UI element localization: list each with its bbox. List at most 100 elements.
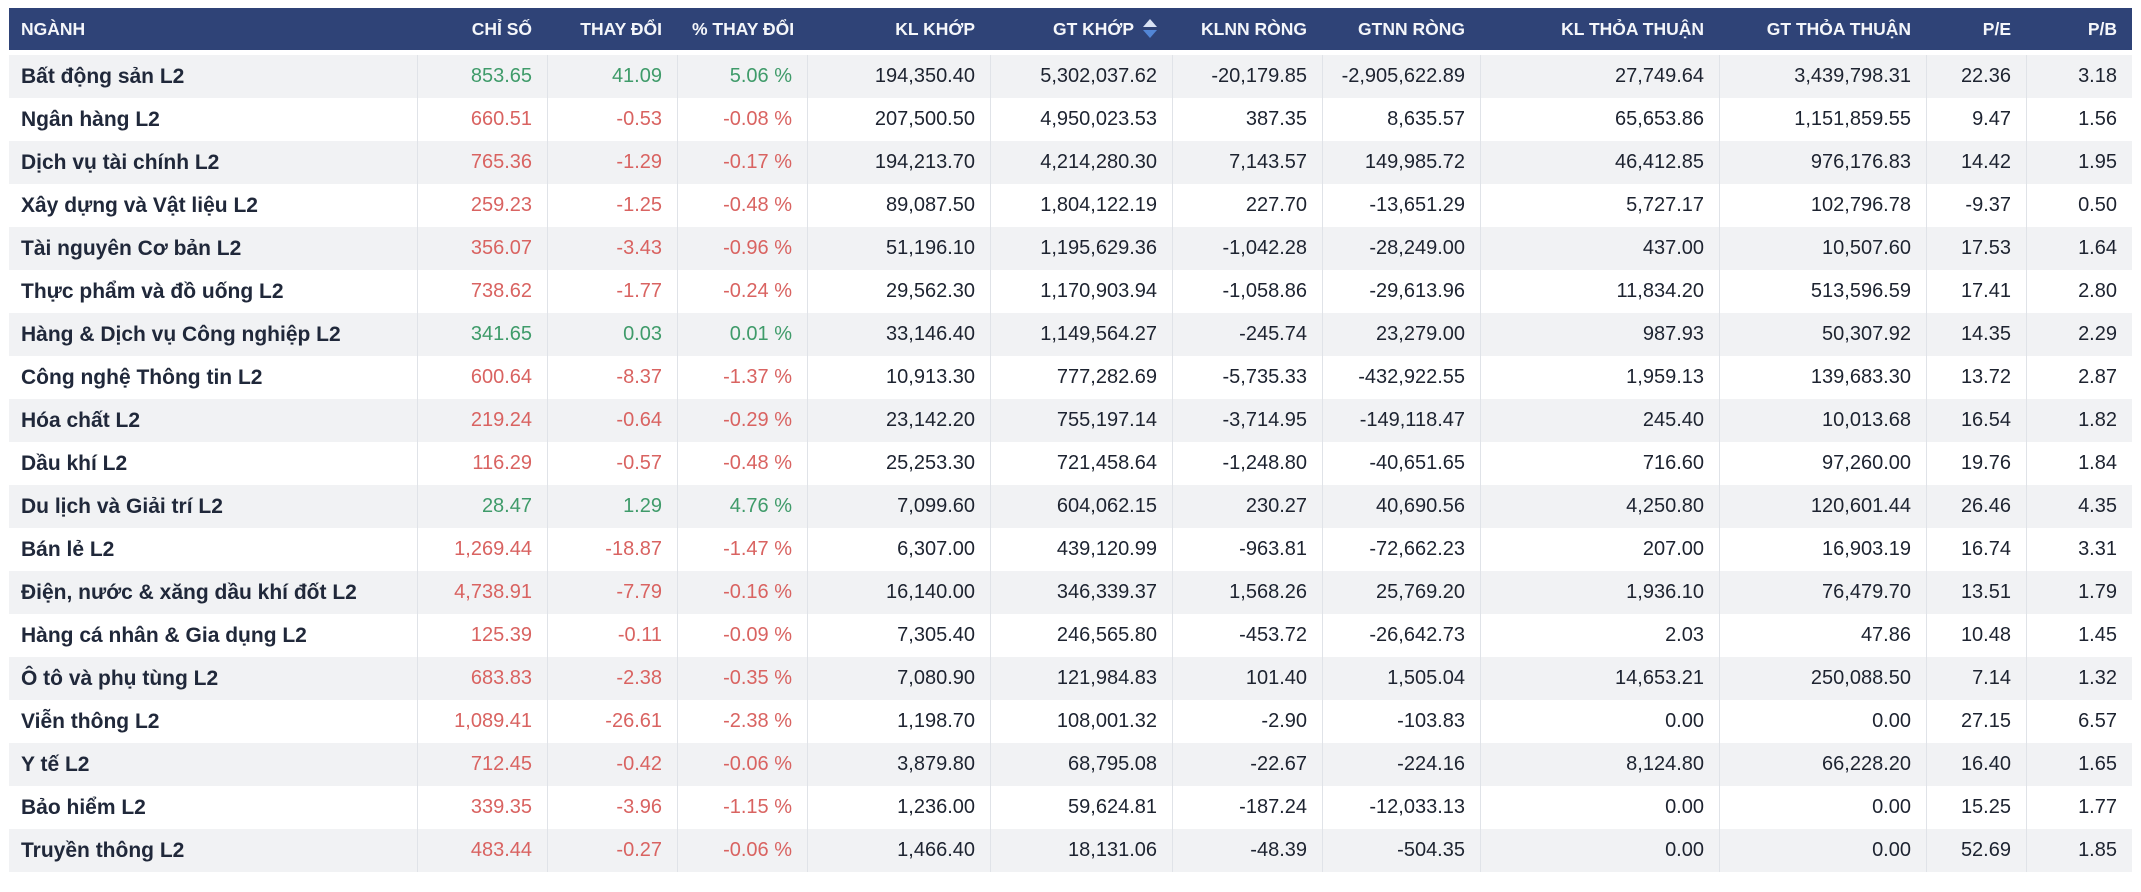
cell-chi_so: 600.64	[417, 356, 547, 399]
cell-pct_thay_doi: -2.38 %	[677, 700, 807, 743]
cell-chi_so: 28.47	[417, 485, 547, 528]
column-header-label: CHỈ SỐ	[471, 18, 532, 39]
table-row[interactable]: Dầu khí L2 116.29 -0.57 -0.48 % 25,253.30 721…	[9, 442, 2132, 485]
cell-chi_so: 483.44	[417, 829, 547, 872]
cell-klnn_rong: -453.72	[1172, 614, 1322, 657]
sort-icon[interactable]	[1143, 19, 1157, 39]
cell-name: Hóa chất L2	[21, 408, 141, 432]
cell-thay_doi: -0.11	[547, 614, 677, 657]
cell-kl_thoa_thuan: 5,727.17	[1480, 184, 1719, 227]
cell-klnn_rong: -1,058.86	[1172, 270, 1322, 313]
cell-kl_khop: 1,198.70	[807, 700, 990, 743]
table-row[interactable]: Du lịch và Giải trí L2 28.47 1.29 4.76 % 7,0…	[9, 485, 2132, 528]
cell-chi_so: 339.35	[417, 786, 547, 829]
cell-gt_khop: 1,804,122.19	[990, 184, 1172, 227]
cell-klnn_rong: -20,179.85	[1172, 55, 1322, 98]
cell-gt_thoa_thuan: 3,439,798.31	[1719, 55, 1926, 98]
cell-name: Bán lẻ L2	[21, 537, 115, 561]
cell-pe: 14.35	[1926, 313, 2026, 356]
cell-gtnn_rong: -504.35	[1322, 829, 1480, 872]
table-row[interactable]: Hàng cá nhân & Gia dụng L2 125.39 -0.11 -0.…	[9, 614, 2132, 657]
cell-klnn_rong: -963.81	[1172, 528, 1322, 571]
cell-gt_khop: 121,984.83	[990, 657, 1172, 700]
column-header-pb[interactable]: P/B	[2026, 8, 2132, 55]
cell-gt_khop: 604,062.15	[990, 485, 1172, 528]
cell-pct_thay_doi: -0.48 %	[677, 442, 807, 485]
table-row[interactable]: Hàng & Dịch vụ Công nghiệp L2 341.65 0.03 0…	[9, 313, 2132, 356]
column-header-pct_thay_doi[interactable]: % THAY ĐỔI	[677, 8, 807, 55]
cell-thay_doi: -0.53	[547, 98, 677, 141]
table-row[interactable]: Thực phẩm và đồ uống L2 738.62 -1.77 -0.24 …	[9, 270, 2132, 313]
cell-pb: 6.57	[2026, 700, 2132, 743]
table-row[interactable]: Bất động sản L2 853.65 41.09 5.06 % 194,350.…	[9, 55, 2132, 98]
column-header-label: % THAY ĐỔI	[692, 18, 795, 39]
cell-chi_so: 219.24	[417, 399, 547, 442]
column-header-thay_doi[interactable]: THAY ĐỔI	[547, 8, 677, 55]
cell-kl_khop: 194,350.40	[807, 55, 990, 98]
cell-pct_thay_doi: -1.47 %	[677, 528, 807, 571]
column-header-kl_khop[interactable]: KL KHỚP	[807, 8, 990, 55]
cell-thay_doi: 41.09	[547, 55, 677, 98]
column-header-gt_thoa_thuan[interactable]: GT THỎA THUẬN	[1719, 8, 1926, 55]
sector-table: NGÀNH CHỈ SỐ THAY ĐỔI % THAY ĐỔI KL KHỚP GT K…	[9, 8, 2132, 872]
table-row[interactable]: Ô tô và phụ tùng L2 683.83 -2.38 -0.35 % 7,0…	[9, 657, 2132, 700]
cell-name: Dầu khí L2	[21, 451, 128, 475]
column-header-chi_so[interactable]: CHỈ SỐ	[417, 8, 547, 55]
table-row[interactable]: Công nghệ Thông tin L2 600.64 -8.37 -1.37 %…	[9, 356, 2132, 399]
cell-kl_thoa_thuan: 27,749.64	[1480, 55, 1719, 98]
cell-chi_so: 341.65	[417, 313, 547, 356]
column-header-gt_khop[interactable]: GT KHỚP	[990, 8, 1172, 55]
cell-pct_thay_doi: -0.17 %	[677, 141, 807, 184]
cell-pe: 10.48	[1926, 614, 2026, 657]
cell-klnn_rong: 7,143.57	[1172, 141, 1322, 184]
cell-pe: 19.76	[1926, 442, 2026, 485]
cell-klnn_rong: 1,568.26	[1172, 571, 1322, 614]
cell-name: Tài nguyên Cơ bản L2	[21, 236, 242, 260]
table-row[interactable]: Bán lẻ L2 1,269.44 -18.87 -1.47 % 6,307.00 43…	[9, 528, 2132, 571]
cell-chi_so: 660.51	[417, 98, 547, 141]
cell-thay_doi: -0.57	[547, 442, 677, 485]
cell-kl_khop: 23,142.20	[807, 399, 990, 442]
table-row[interactable]: Ngân hàng L2 660.51 -0.53 -0.08 % 207,500.50…	[9, 98, 2132, 141]
cell-pct_thay_doi: -0.29 %	[677, 399, 807, 442]
cell-gtnn_rong: -26,642.73	[1322, 614, 1480, 657]
column-header-name[interactable]: NGÀNH	[9, 8, 417, 55]
cell-chi_so: 116.29	[417, 442, 547, 485]
table-row[interactable]: Hóa chất L2 219.24 -0.64 -0.29 % 23,142.20 75…	[9, 399, 2132, 442]
cell-thay_doi: -1.29	[547, 141, 677, 184]
table-row[interactable]: Xây dựng và Vật liệu L2 259.23 -1.25 -0.48 …	[9, 184, 2132, 227]
cell-gt_thoa_thuan: 10,507.60	[1719, 227, 1926, 270]
column-header-gtnn_rong[interactable]: GTNN RÒNG	[1322, 8, 1480, 55]
cell-gt_khop: 1,195,629.36	[990, 227, 1172, 270]
column-header-kl_thoa_thuan[interactable]: KL THỎA THUẬN	[1480, 8, 1719, 55]
cell-kl_khop: 6,307.00	[807, 528, 990, 571]
cell-gt_thoa_thuan: 10,013.68	[1719, 399, 1926, 442]
cell-name: Hàng & Dịch vụ Công nghiệp L2	[21, 322, 341, 346]
cell-name: Bảo hiểm L2	[21, 795, 146, 819]
column-header-klnn_rong[interactable]: KLNN RÒNG	[1172, 8, 1322, 55]
cell-pb: 1.84	[2026, 442, 2132, 485]
cell-kl_thoa_thuan: 2.03	[1480, 614, 1719, 657]
cell-gt_thoa_thuan: 47.86	[1719, 614, 1926, 657]
cell-gt_thoa_thuan: 139,683.30	[1719, 356, 1926, 399]
table-row[interactable]: Viễn thông L2 1,089.41 -26.61 -2.38 % 1,198.…	[9, 700, 2132, 743]
cell-gtnn_rong: -13,651.29	[1322, 184, 1480, 227]
column-header-pe[interactable]: P/E	[1926, 8, 2026, 55]
table-row[interactable]: Y tế L2 712.45 -0.42 -0.06 % 3,879.80 68,795.…	[9, 743, 2132, 786]
cell-gtnn_rong: 1,505.04	[1322, 657, 1480, 700]
cell-gtnn_rong: 23,279.00	[1322, 313, 1480, 356]
cell-gt_thoa_thuan: 0.00	[1719, 786, 1926, 829]
table-row[interactable]: Truyền thông L2 483.44 -0.27 -0.06 % 1,466.4…	[9, 829, 2132, 872]
cell-pb: 3.31	[2026, 528, 2132, 571]
cell-chi_so: 125.39	[417, 614, 547, 657]
cell-gt_khop: 4,950,023.53	[990, 98, 1172, 141]
table-row[interactable]: Dịch vụ tài chính L2 765.36 -1.29 -0.17 % 19…	[9, 141, 2132, 184]
cell-pe: 16.40	[1926, 743, 2026, 786]
table-row[interactable]: Bảo hiểm L2 339.35 -3.96 -1.15 % 1,236.00 59,…	[9, 786, 2132, 829]
cell-gt_thoa_thuan: 16,903.19	[1719, 528, 1926, 571]
cell-klnn_rong: -187.24	[1172, 786, 1322, 829]
table-row[interactable]: Tài nguyên Cơ bản L2 356.07 -3.43 -0.96 % 51…	[9, 227, 2132, 270]
table-row[interactable]: Điện, nước & xăng dầu khí đốt L2 4,738.91…	[9, 571, 2132, 614]
cell-pct_thay_doi: -0.24 %	[677, 270, 807, 313]
cell-kl_thoa_thuan: 0.00	[1480, 700, 1719, 743]
